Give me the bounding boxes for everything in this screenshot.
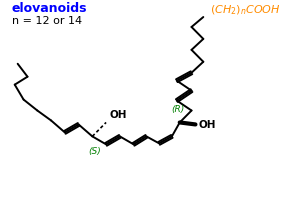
Text: OH: OH — [109, 110, 127, 120]
Text: $(CH_2)_n COOH$: $(CH_2)_n COOH$ — [210, 3, 281, 17]
Text: OH: OH — [199, 120, 216, 130]
Text: n = 12 or 14: n = 12 or 14 — [12, 16, 82, 26]
Text: (R): (R) — [171, 105, 184, 114]
Text: elovanoids: elovanoids — [12, 2, 87, 14]
Text: (S): (S) — [88, 147, 101, 156]
